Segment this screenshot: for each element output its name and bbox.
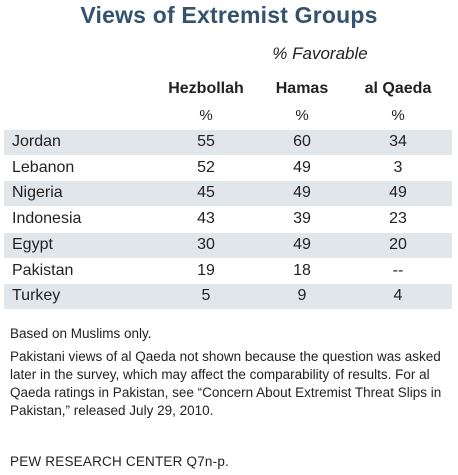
table-row: Indonesia 43 39 23 xyxy=(4,207,452,232)
cell-al-qaeda: 4 xyxy=(393,287,403,305)
cell-hamas: 49 xyxy=(293,235,311,253)
unit-label-al-qaeda: % xyxy=(391,107,405,124)
row-label: Lebanon xyxy=(12,158,75,176)
cell-al-qaeda: 23 xyxy=(389,210,407,228)
chart-subtitle: % Favorable xyxy=(272,44,368,63)
cell-hamas: 18 xyxy=(293,261,311,279)
cell-hamas: 60 xyxy=(293,133,311,150)
table-row: Lebanon 52 49 3 xyxy=(4,156,452,181)
note-pakistan: Pakistani views of al Qaeda not shown be… xyxy=(10,349,442,418)
row-label: Indonesia xyxy=(12,210,82,228)
table-row: Nigeria 45 49 49 xyxy=(4,181,452,207)
cell-al-qaeda: -- xyxy=(392,261,404,279)
cell-al-qaeda: 3 xyxy=(393,158,403,176)
cell-al-qaeda: 34 xyxy=(389,133,407,150)
table-row: Pakistan 19 18 -- xyxy=(4,259,452,284)
cell-hamas: 9 xyxy=(297,287,307,305)
cell-hezbollah: 52 xyxy=(197,158,215,176)
cell-hezbollah: 45 xyxy=(197,184,215,202)
row-label: Nigeria xyxy=(12,184,63,202)
cell-hamas: 39 xyxy=(293,210,311,228)
cell-hezbollah: 43 xyxy=(197,210,215,228)
source-credit: PEW RESEARCH CENTER Q7n-p. xyxy=(10,454,229,469)
column-header-al-qaeda: al Qaeda xyxy=(364,80,432,97)
row-label: Jordan xyxy=(12,133,61,150)
table-row: Jordan 55 60 34 xyxy=(4,130,452,155)
cell-hezbollah: 5 xyxy=(201,287,211,305)
chart-title: Views of Extremist Groups xyxy=(80,2,378,28)
unit-label-hamas: % xyxy=(295,107,309,124)
cell-al-qaeda: 49 xyxy=(389,184,407,202)
cell-hezbollah: 30 xyxy=(197,235,215,253)
column-header-hezbollah: Hezbollah xyxy=(168,80,244,97)
row-label: Turkey xyxy=(12,287,61,305)
unit-label-hezbollah: % xyxy=(199,107,213,124)
column-header-hamas: Hamas xyxy=(275,80,329,97)
row-label: Egypt xyxy=(12,235,53,253)
table-row: Egypt 30 49 20 xyxy=(4,232,452,258)
row-label: Pakistan xyxy=(12,261,74,279)
cell-hezbollah: 55 xyxy=(197,133,215,150)
note-muslims-only: Based on Muslims only. xyxy=(10,326,152,341)
cell-hamas: 49 xyxy=(293,158,311,176)
table-row: Turkey 5 9 4 xyxy=(4,284,452,310)
cell-hamas: 49 xyxy=(293,184,311,202)
cell-al-qaeda: 20 xyxy=(389,235,407,253)
cell-hezbollah: 19 xyxy=(197,261,215,279)
